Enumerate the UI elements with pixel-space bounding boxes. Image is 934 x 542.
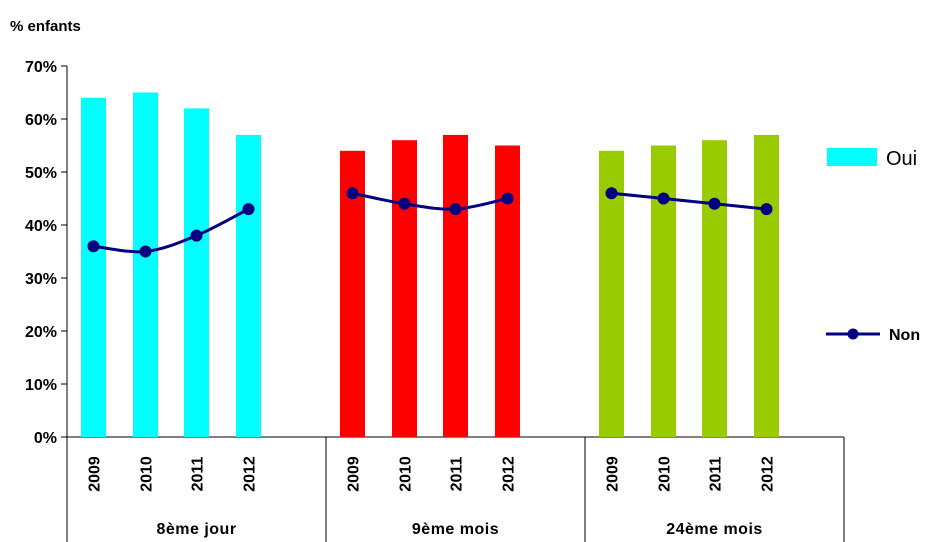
y-tick-label: 60% [25,112,57,129]
x-tick-label: 2010 [398,456,415,492]
x-axis-labels: 2009 2010 2011 2012 8ème jour 2009 2010 2011 201… [87,456,777,538]
point-non [449,203,462,216]
x-tick-label: 2011 [190,457,207,492]
y-tick-label: 50% [25,165,57,182]
x-tick-label: 2012 [242,456,259,492]
point-non [708,197,721,210]
x-group-label: 9ème mois [412,521,499,538]
point-non [605,187,618,200]
bar-oui [81,97,106,438]
y-tick-label: 40% [25,218,57,235]
bar-oui [133,92,158,437]
y-tick-label: 0% [34,430,57,447]
line-non [352,191,508,211]
x-tick-label: 2010 [657,456,674,492]
x-group-label: 8ème jour [156,521,236,538]
point-non [139,245,152,258]
legend-oui-swatch [827,148,877,166]
bar-oui [754,134,779,437]
x-tick-label: 2012 [501,456,518,492]
x-tick-label: 2010 [139,456,156,492]
y-tick-label: 20% [25,324,57,341]
y-tick-label: 10% [25,377,57,394]
legend-oui-label: Oui [886,148,917,170]
x-tick-label: 2009 [605,456,622,492]
x-group-label: 24ème mois [666,521,763,538]
legend-non-label: Non [889,327,920,344]
point-non [501,192,514,205]
point-non [242,203,255,216]
legend-non-marker [847,328,859,340]
y-axis-title: % enfants [10,18,81,35]
point-non [87,240,100,253]
lines [87,187,773,258]
bar-oui [702,140,727,437]
point-non [190,229,203,242]
x-tick-label: 2009 [87,456,104,492]
y-tick-label: 30% [25,271,57,288]
point-non [398,197,411,210]
bar-oui [651,145,676,437]
bar-oui [495,145,520,437]
x-tick-label: 2011 [708,457,725,492]
x-tick-label: 2009 [346,456,363,492]
bar-oui [184,108,209,438]
bar-oui [443,134,468,437]
legend: Oui Non [826,148,920,344]
y-tick-label: 70% [25,59,57,76]
point-non [760,203,773,216]
point-non [657,192,670,205]
bars [81,92,779,438]
line-non [611,191,767,211]
bar-oui [236,134,261,437]
x-tick-label: 2012 [760,456,777,492]
point-non [346,187,359,200]
x-tick-label: 2011 [449,457,466,492]
line-non [93,207,250,254]
bar-oui [392,140,417,437]
